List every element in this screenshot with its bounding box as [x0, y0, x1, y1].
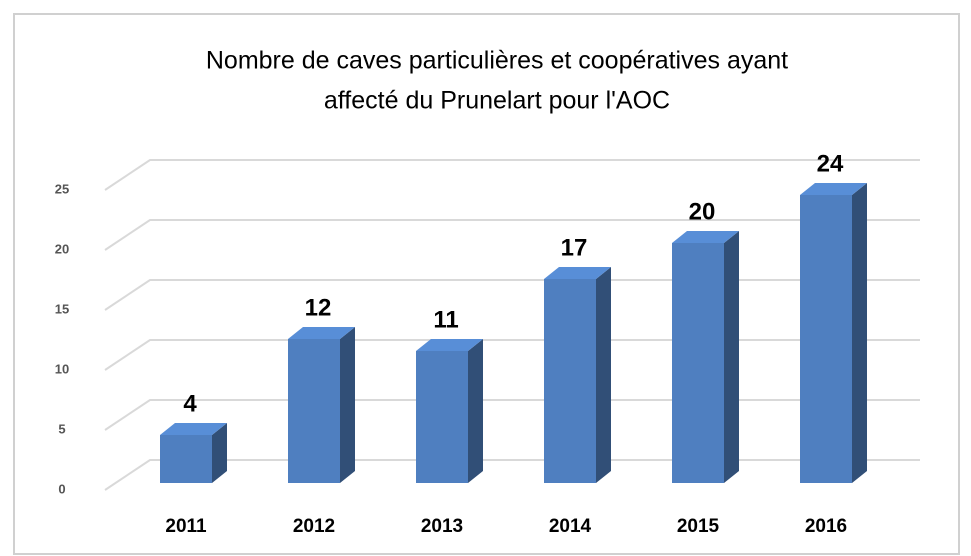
bar-top	[544, 267, 611, 279]
y-tick-label: 5	[58, 421, 65, 436]
data-label: 20	[689, 198, 716, 225]
bar-front	[672, 243, 724, 483]
bar-top	[416, 339, 483, 351]
bar	[672, 231, 739, 483]
chart-title: affecté du Prunelart pour l'AOC	[324, 87, 670, 115]
x-tick-label: 2014	[549, 516, 592, 537]
bar-side	[468, 339, 483, 483]
y-tick-label: 25	[55, 181, 69, 196]
grid-line	[104, 339, 920, 371]
bar-top	[800, 183, 867, 195]
data-label: 4	[183, 390, 197, 417]
x-tick-label: 2016	[805, 516, 847, 537]
bar-side	[212, 423, 227, 483]
y-tick-label: 15	[55, 301, 69, 316]
bar-front	[800, 195, 852, 483]
bar-side	[340, 327, 355, 483]
data-label: 24	[817, 150, 844, 177]
data-label: 11	[433, 306, 458, 333]
chart-title: Nombre de caves particulières et coopéra…	[206, 47, 788, 75]
bar-side	[596, 267, 611, 483]
y-tick-label: 0	[58, 481, 65, 496]
bar-side	[724, 231, 739, 483]
bar	[544, 267, 611, 483]
bar-top	[672, 231, 739, 243]
data-label: 12	[305, 294, 332, 321]
grid-line	[104, 279, 920, 311]
bar	[288, 327, 355, 483]
data-label: 17	[561, 234, 588, 261]
bar	[800, 183, 867, 483]
x-tick-label: 2012	[293, 516, 335, 537]
x-tick-label: 2011	[165, 516, 207, 537]
bar	[416, 339, 483, 483]
x-tick-label: 2013	[421, 516, 463, 537]
grid-line	[104, 459, 920, 491]
y-tick-label: 20	[55, 241, 69, 256]
grid-line	[104, 219, 920, 251]
grid-line	[104, 159, 920, 191]
bar-front	[544, 279, 596, 483]
bar-front	[416, 351, 468, 483]
grid-line	[104, 399, 920, 431]
y-tick-label: 10	[55, 361, 69, 376]
bar-top	[288, 327, 355, 339]
bar-side	[852, 183, 867, 483]
bar-top	[160, 423, 227, 435]
bar-front	[160, 435, 212, 483]
bar-front	[288, 339, 340, 483]
bar	[160, 423, 227, 483]
x-tick-label: 2015	[677, 516, 720, 537]
